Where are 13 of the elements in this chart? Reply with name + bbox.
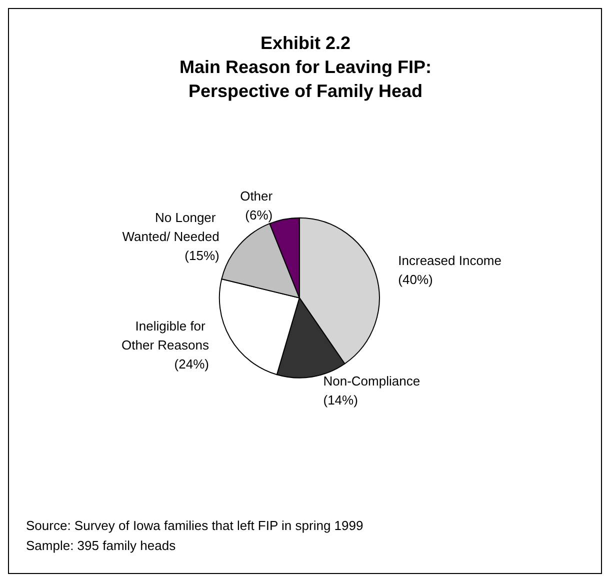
chart-title: Exhibit 2.2 Main Reason for Leaving FIP: Perspective of Family Head bbox=[179, 33, 432, 101]
data-label: (6%) bbox=[245, 208, 273, 223]
slice-label: Increased Income bbox=[398, 252, 502, 268]
slice-label: Ineligible for Other Reasons bbox=[122, 318, 210, 352]
data-label: (40%) bbox=[398, 272, 433, 287]
slice-label: Non-Compliance bbox=[323, 374, 420, 389]
data-label: (14%) bbox=[323, 392, 358, 408]
slice-label: No Longer Wanted/ Needed bbox=[122, 210, 220, 244]
text: Sample: 395 family heads bbox=[26, 537, 177, 555]
data-label: (15%) bbox=[184, 248, 220, 263]
slice-label: Other bbox=[240, 188, 274, 204]
data-label: (24%) bbox=[174, 356, 209, 372]
source-note: Source: Survey of Iowa families that left FIP in spring 1999 bbox=[26, 517, 364, 535]
